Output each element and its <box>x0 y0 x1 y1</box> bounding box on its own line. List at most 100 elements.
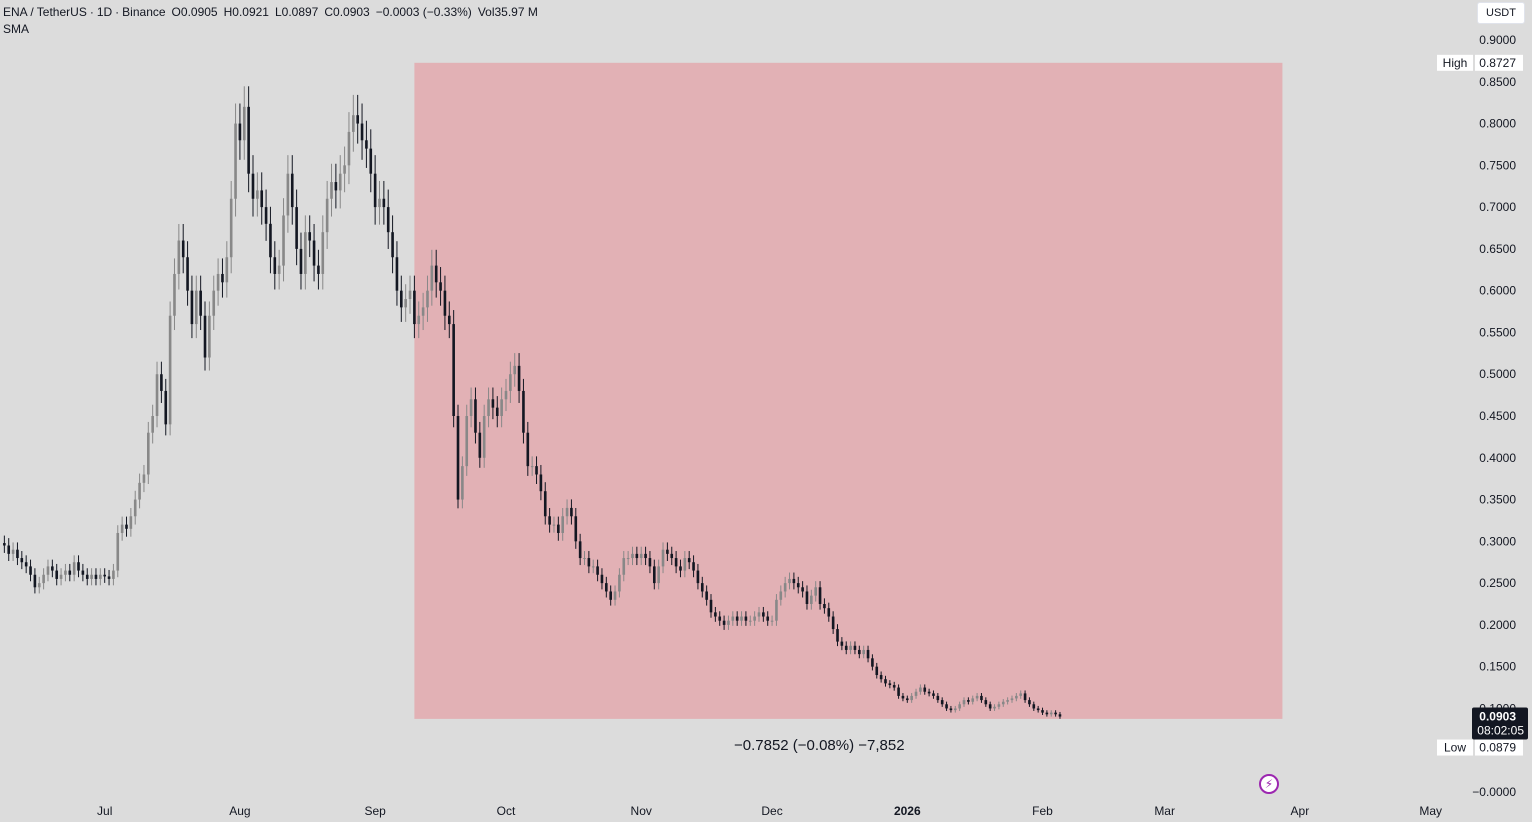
y-tick-label: 0.3500 <box>1479 493 1516 507</box>
candle <box>260 172 264 225</box>
candle-body <box>16 549 19 559</box>
candle-body <box>277 265 281 274</box>
candle-body <box>347 131 351 166</box>
y-tick-label: 0.8000 <box>1479 117 1516 131</box>
candle <box>42 568 45 590</box>
candle <box>1058 711 1062 719</box>
candle-body <box>587 558 591 567</box>
candle <box>77 555 80 578</box>
candle-body <box>382 198 386 208</box>
candle-body <box>64 570 67 575</box>
candle <box>129 507 133 537</box>
candle <box>818 581 822 610</box>
candle <box>273 241 277 290</box>
candle-body <box>120 524 124 533</box>
candle-body <box>461 466 464 500</box>
candle-body <box>570 507 573 517</box>
candle-body <box>338 173 342 191</box>
time-axis[interactable]: Jul Aug Sep Oct Nov Dec 2026 Feb Mar Apr May <box>97 804 1442 818</box>
x-tick-label: Apr <box>1291 804 1310 818</box>
legend-indicator-sma[interactable]: SMA <box>3 22 30 36</box>
candle-body <box>160 374 163 391</box>
candle <box>714 606 717 622</box>
candle-body <box>792 578 796 584</box>
candle <box>68 563 72 582</box>
y-tick-label: 0.4500 <box>1479 409 1516 423</box>
candle-body <box>264 207 268 224</box>
candle <box>430 249 434 306</box>
candle <box>775 594 778 626</box>
candle <box>242 86 246 160</box>
candle-body <box>574 516 578 542</box>
candle <box>801 581 804 598</box>
candle-body <box>631 553 634 559</box>
legend-vol-label: Vol <box>477 5 495 19</box>
candle-body <box>705 591 708 600</box>
candle-body <box>1019 693 1023 696</box>
measure-label: −0.7852 (−0.08%) −7,852 <box>734 737 905 754</box>
candle-body <box>343 165 346 174</box>
candle-body <box>133 499 137 517</box>
legend-symbol[interactable]: ENA / TetherUS <box>3 5 87 19</box>
candle <box>386 189 390 249</box>
legend-close-label: C <box>324 5 334 19</box>
current-price-badge-bg <box>1472 707 1528 740</box>
candle-body <box>949 708 953 711</box>
candle <box>330 163 333 217</box>
candle-body <box>779 591 783 600</box>
candle-body <box>722 620 726 625</box>
candle-body <box>46 566 50 575</box>
candle <box>709 594 713 618</box>
y-tick-label: 0.3000 <box>1479 534 1516 548</box>
lightning-icon[interactable]: ⚡ <box>1259 774 1279 794</box>
candle-body <box>107 576 111 579</box>
candle-body <box>142 474 146 483</box>
high-marker-value-bg <box>1475 54 1523 71</box>
candle-body <box>1049 712 1053 715</box>
y-tick-label: 0.2500 <box>1479 576 1516 590</box>
currency-button[interactable]: USDT <box>1477 2 1525 24</box>
candle <box>247 86 250 193</box>
candle <box>203 301 207 371</box>
candle <box>133 490 137 525</box>
candle <box>1006 697 1009 705</box>
y-tick-label: 0.2000 <box>1479 618 1516 632</box>
candle-body <box>37 583 41 588</box>
candle-body <box>447 315 451 325</box>
candle-body <box>605 583 608 592</box>
y-tick-label: 0.4000 <box>1479 451 1516 465</box>
candle-body <box>434 265 438 283</box>
candle <box>875 662 879 679</box>
candle-body <box>321 232 325 274</box>
low-marker-label: Low <box>1444 741 1466 755</box>
candle-body <box>600 574 604 584</box>
candle <box>683 551 687 578</box>
candle-body <box>325 198 329 233</box>
candle <box>574 507 578 549</box>
candle <box>905 695 909 703</box>
candle <box>317 249 320 290</box>
candle <box>434 249 438 298</box>
candle-body <box>386 207 390 233</box>
candle <box>72 555 76 582</box>
candle-body <box>635 553 639 559</box>
candle-body <box>203 315 207 358</box>
candle-body <box>884 679 887 684</box>
candle-body <box>290 173 294 208</box>
candle <box>692 555 695 578</box>
candle-body <box>858 649 861 655</box>
candle-body <box>286 173 290 216</box>
candle-body <box>692 562 695 571</box>
candle <box>465 404 469 476</box>
candle-body <box>181 240 185 258</box>
candle <box>81 563 85 582</box>
candle <box>3 535 6 553</box>
price-range-measure-box[interactable] <box>414 62 1283 719</box>
candle-body <box>356 115 359 124</box>
candle <box>194 275 198 339</box>
candle <box>666 542 669 562</box>
candle-body <box>762 612 765 617</box>
candle-body <box>796 583 800 588</box>
candle <box>635 546 639 566</box>
